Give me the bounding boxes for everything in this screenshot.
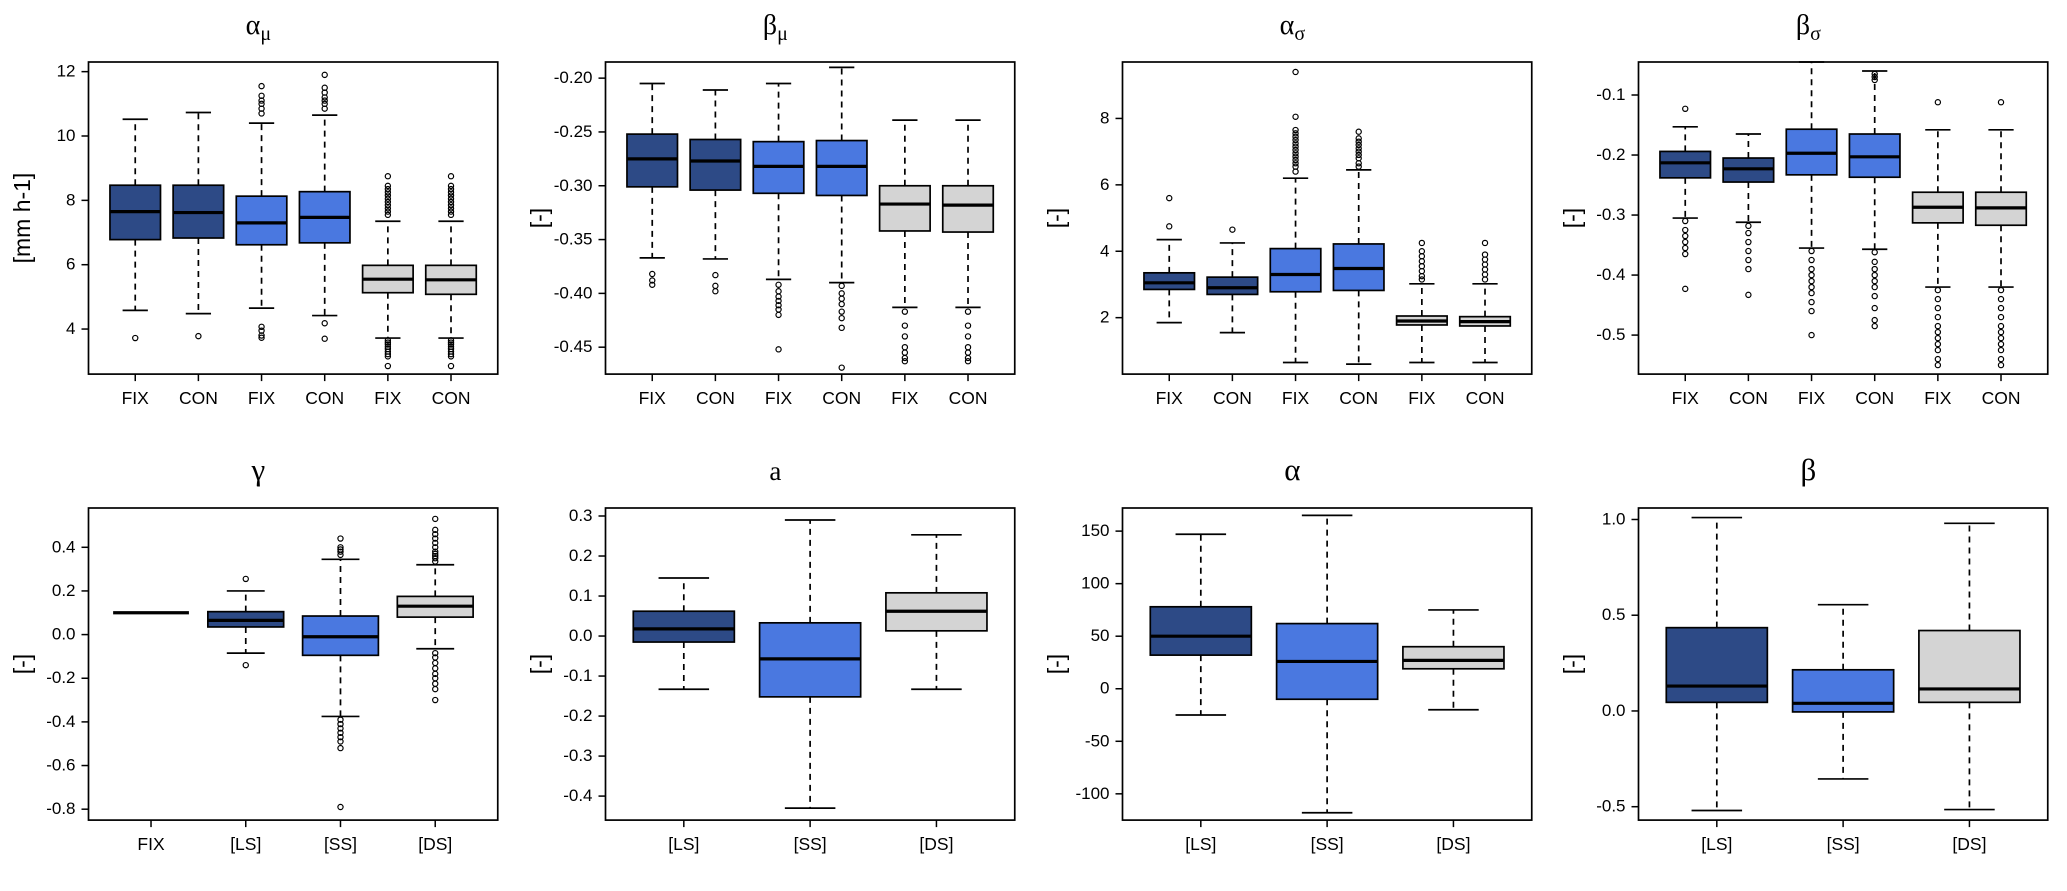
svg-text:[DS]: [DS] [919,834,953,854]
svg-text:-0.4: -0.4 [46,711,75,730]
svg-text:CON: CON [948,388,987,408]
svg-text:0.0: 0.0 [1602,700,1626,719]
svg-text:-50: -50 [1084,731,1109,750]
svg-text:FIX: FIX [1924,388,1952,408]
svg-text:a: a [769,456,781,486]
svg-text:0.0: 0.0 [52,624,76,643]
svg-text:12: 12 [57,62,76,81]
svg-text:2: 2 [1100,308,1109,327]
svg-text:[SS]: [SS] [1310,834,1343,854]
svg-text:[DS]: [DS] [1953,834,1987,854]
svg-text:150: 150 [1081,521,1109,540]
svg-text:[-]: [-] [9,653,35,673]
svg-text:FIX: FIX [1798,388,1826,408]
svg-text:-0.2: -0.2 [1596,145,1625,164]
svg-text:FIX: FIX [122,388,150,408]
svg-text:[SS]: [SS] [324,834,357,854]
svg-text:[-]: [-] [1043,653,1069,673]
svg-text:0.3: 0.3 [569,506,593,525]
svg-text:4: 4 [1100,241,1109,260]
svg-text:FIX: FIX [891,388,919,408]
svg-text:[DS]: [DS] [1436,834,1470,854]
svg-text:α: α [1284,452,1300,487]
svg-text:0.2: 0.2 [52,580,76,599]
svg-text:0.2: 0.2 [569,546,593,565]
svg-text:[LS]: [LS] [1185,834,1216,854]
svg-text:0: 0 [1100,678,1109,697]
svg-text:FIX: FIX [1408,388,1436,408]
svg-text:-0.20: -0.20 [554,68,593,87]
svg-text:[DS]: [DS] [418,834,452,854]
svg-text:-0.3: -0.3 [1596,205,1625,224]
svg-text:8: 8 [1100,108,1109,127]
svg-text:CON: CON [432,388,471,408]
svg-text:αμ: αμ [246,10,271,45]
svg-text:FIX: FIX [638,388,666,408]
svg-text:-0.2: -0.2 [46,668,75,687]
svg-text:CON: CON [1856,388,1895,408]
svg-text:[mm h-1]: [mm h-1] [9,173,35,264]
svg-text:-0.4: -0.4 [563,786,592,805]
svg-text:[SS]: [SS] [793,834,826,854]
svg-text:-0.4: -0.4 [1596,265,1625,284]
svg-text:10: 10 [57,126,76,145]
svg-text:FIX: FIX [765,388,793,408]
svg-text:8: 8 [66,190,75,209]
svg-text:-0.5: -0.5 [1596,796,1625,815]
svg-text:-100: -100 [1075,783,1109,802]
svg-text:CON: CON [1982,388,2021,408]
svg-text:β: β [1801,452,1817,487]
svg-text:CON: CON [179,388,218,408]
svg-text:FIX: FIX [1281,388,1309,408]
svg-text:-0.5: -0.5 [1596,325,1625,344]
svg-text:FIX: FIX [1155,388,1183,408]
svg-text:CON: CON [696,388,735,408]
svg-text:CON: CON [1729,388,1768,408]
svg-text:6: 6 [1100,175,1109,194]
svg-text:[LS]: [LS] [668,834,699,854]
svg-text:-0.1: -0.1 [1596,85,1625,104]
svg-text:[SS]: [SS] [1827,834,1860,854]
svg-text:[-]: [-] [526,208,552,228]
svg-text:-0.40: -0.40 [554,283,593,302]
svg-text:-0.25: -0.25 [554,122,593,141]
svg-text:-0.30: -0.30 [554,176,593,195]
svg-text:-0.8: -0.8 [46,799,75,818]
svg-text:[-]: [-] [1559,208,1585,228]
svg-text:-0.6: -0.6 [46,755,75,774]
svg-text:-0.35: -0.35 [554,230,593,249]
svg-text:FIX: FIX [248,388,276,408]
svg-text:0.0: 0.0 [569,626,593,645]
svg-text:[-]: [-] [1559,653,1585,673]
svg-text:CON: CON [1465,388,1504,408]
svg-text:50: 50 [1090,626,1109,645]
svg-text:FIX: FIX [137,834,165,854]
svg-text:CON: CON [305,388,344,408]
svg-text:[LS]: [LS] [1701,834,1732,854]
svg-text:-0.45: -0.45 [554,337,593,356]
svg-text:[-]: [-] [526,653,552,673]
svg-text:-0.1: -0.1 [563,666,592,685]
svg-text:γ: γ [251,452,266,487]
svg-text:0.1: 0.1 [569,586,593,605]
svg-text:-0.2: -0.2 [563,706,592,725]
svg-text:βμ: βμ [763,10,788,45]
svg-text:6: 6 [66,255,75,274]
svg-text:CON: CON [822,388,861,408]
svg-text:-0.3: -0.3 [563,746,592,765]
svg-text:4: 4 [66,319,75,338]
svg-text:[LS]: [LS] [230,834,261,854]
svg-text:0.5: 0.5 [1602,605,1626,624]
svg-text:1.0: 1.0 [1602,509,1626,528]
svg-text:CON: CON [1339,388,1378,408]
svg-text:FIX: FIX [374,388,402,408]
svg-text:[-]: [-] [1043,208,1069,228]
svg-text:0.4: 0.4 [52,537,76,556]
svg-text:βσ: βσ [1796,10,1821,45]
svg-text:CON: CON [1212,388,1251,408]
svg-text:ασ: ασ [1279,10,1305,45]
svg-text:100: 100 [1081,573,1109,592]
svg-text:FIX: FIX [1672,388,1700,408]
